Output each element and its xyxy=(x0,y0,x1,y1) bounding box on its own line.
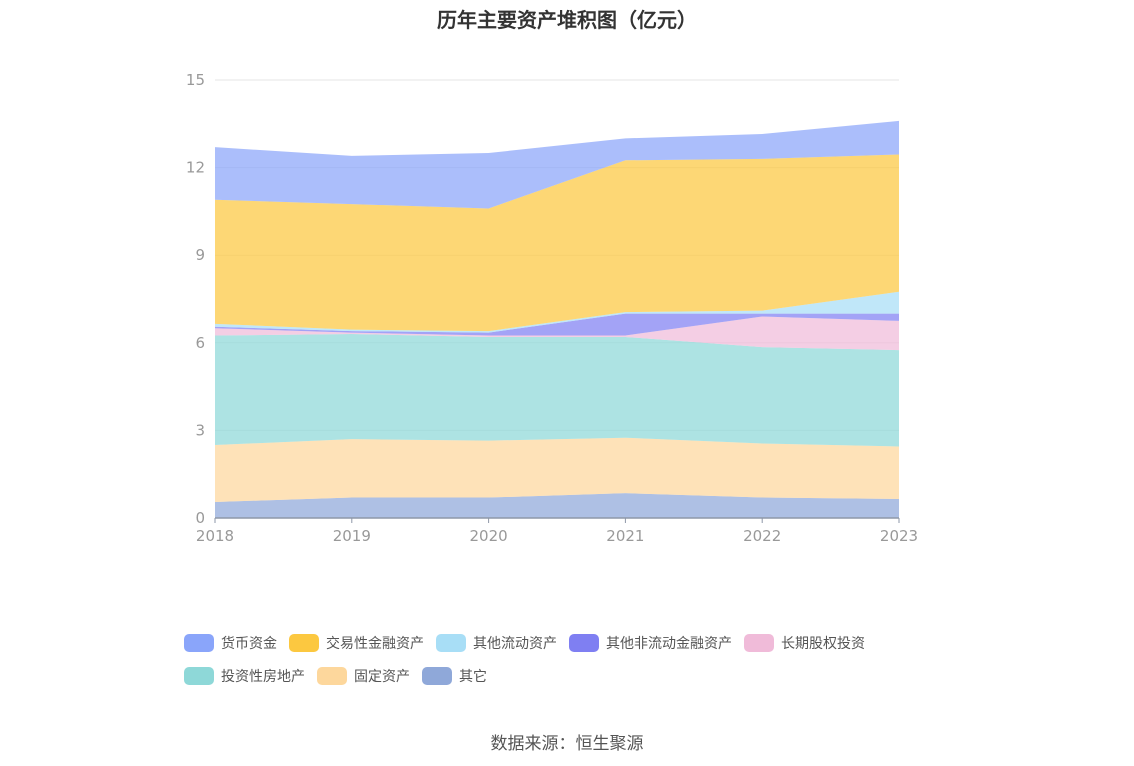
x-tick-label: 2022 xyxy=(743,527,781,545)
legend-label: 投资性房地产 xyxy=(221,669,305,685)
legend-swatch xyxy=(317,667,347,685)
legend-item[interactable]: 货币资金 xyxy=(184,633,277,653)
legend-swatch xyxy=(184,667,214,685)
area-series-长期股权投资 xyxy=(215,316,899,351)
legend-swatch xyxy=(744,634,774,652)
area-series-固定资产 xyxy=(215,437,899,502)
legend-label: 固定资产 xyxy=(354,669,410,685)
source-note: 数据来源：恒生聚源 xyxy=(490,734,644,754)
chart-title: 历年主要资产堆积图（亿元） xyxy=(437,8,697,32)
x-tick-label: 2018 xyxy=(196,527,234,545)
y-tick-label: 3 xyxy=(195,421,205,439)
area-series-货币资金 xyxy=(215,120,899,209)
area-layer xyxy=(215,120,899,518)
legend-item[interactable]: 投资性房地产 xyxy=(184,666,305,686)
area-series-其它 xyxy=(215,493,899,518)
legend-label: 其他非流动金融资产 xyxy=(606,636,732,652)
legend-label: 货币资金 xyxy=(221,636,277,652)
legend-label: 其他流动资产 xyxy=(473,636,557,652)
legend-swatch xyxy=(569,634,599,652)
legend-item[interactable]: 其他非流动金融资产 xyxy=(569,633,732,653)
legend-row: 货币资金 交易性金融资产 其他流动资产 其他非流动金融资产 长期股权投资 xyxy=(184,631,984,655)
legend-item[interactable]: 其它 xyxy=(422,666,487,686)
legend-row: 投资性房地产 固定资产 其它 xyxy=(184,664,984,688)
x-tick-label: 2020 xyxy=(470,527,508,545)
legend-item[interactable]: 长期股权投资 xyxy=(744,633,865,653)
x-tick-label: 2019 xyxy=(333,527,371,545)
legend-swatch xyxy=(289,634,319,652)
y-tick-label: 15 xyxy=(186,71,205,89)
legend-label: 长期股权投资 xyxy=(781,636,865,652)
y-tick-label: 9 xyxy=(195,246,205,264)
legend-swatch xyxy=(436,634,466,652)
y-tick-label: 0 xyxy=(195,509,205,527)
y-tick-label: 12 xyxy=(186,159,205,177)
legend: 货币资金 交易性金融资产 其他流动资产 其他非流动金融资产 长期股权投资 投资性房地产 固… xyxy=(184,631,984,697)
legend-item[interactable]: 其他流动资产 xyxy=(436,633,557,653)
legend-swatch xyxy=(184,634,214,652)
stacked-area-chart: 0 3 6 9 12 15 2018 2019 2020 2021 2022 2023 xyxy=(186,71,918,545)
x-tick-label: 2021 xyxy=(606,527,644,545)
y-tick-label: 6 xyxy=(195,334,205,352)
legend-swatch xyxy=(422,667,452,685)
x-tick-label: 2023 xyxy=(880,527,918,545)
area-series-其他流动资产 xyxy=(215,291,899,333)
area-series-其他非流动金融资产 xyxy=(215,313,899,336)
legend-label: 交易性金融资产 xyxy=(326,636,424,652)
area-series-投资性房地产 xyxy=(215,334,899,447)
legend-item[interactable]: 交易性金融资产 xyxy=(289,633,424,653)
legend-item[interactable]: 固定资产 xyxy=(317,666,410,686)
axis-layer: 0 3 6 9 12 15 2018 2019 2020 2021 2022 2023 xyxy=(186,71,918,545)
area-series-交易性金融资产 xyxy=(215,154,899,332)
legend-label: 其它 xyxy=(459,669,487,685)
